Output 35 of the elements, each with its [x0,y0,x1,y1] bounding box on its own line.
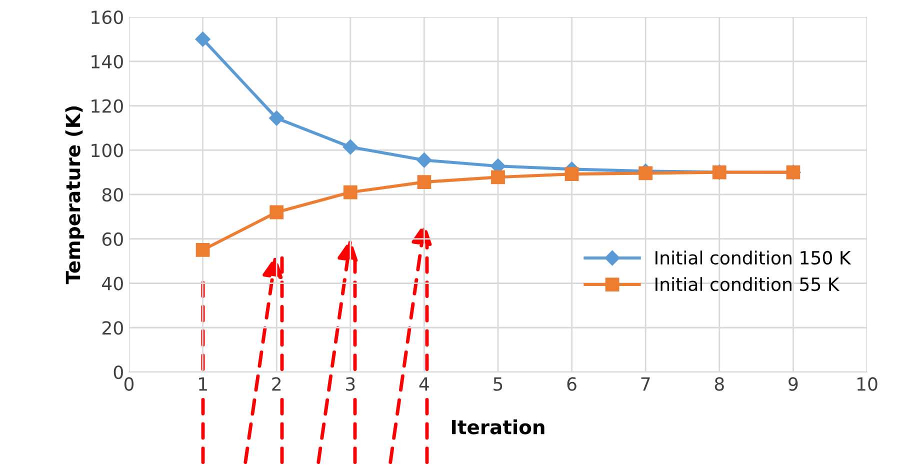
legend-label: Initial condition 55 K [656,277,840,292]
x-tick-label: 1 [199,377,207,391]
point [564,167,579,182]
x-tick-label: 10 [857,377,878,391]
point [342,139,358,155]
point [416,152,432,168]
point [269,110,284,126]
y-tick-label: 60 [102,232,123,246]
y-tick-label: 80 [102,188,123,202]
y-tick-label: 120 [92,99,123,113]
legend-label: Initial condition 150 K [656,250,852,265]
x-tick-label: 5 [494,377,502,391]
point [196,243,210,257]
point [491,170,505,184]
x-tick-label: 8 [714,377,724,391]
x-tick-label: 9 [788,377,798,391]
y-tick-label: 100 [92,144,123,158]
y-tick-label: 140 [92,54,123,68]
x-tick-label: 4 [419,377,429,391]
y-tick-label: 40 [102,276,123,290]
point [270,205,284,220]
point [195,32,210,47]
point [417,175,432,190]
point [343,185,358,200]
x-tick-label: 6 [567,377,576,391]
x-tick-label: 2 [272,377,281,391]
y-tick-label: 160 [92,10,123,24]
y-tick-label: 20 [102,321,123,335]
x-tick-label: 0 [124,377,134,391]
y-tick-label: 0 [114,365,123,380]
x-axis-title: Iteration [452,419,544,434]
point [638,166,653,180]
x-tick-label: 3 [346,377,355,391]
y-axis-title: Temperature (K) [65,106,84,284]
x-tick-label: 7 [641,377,650,391]
